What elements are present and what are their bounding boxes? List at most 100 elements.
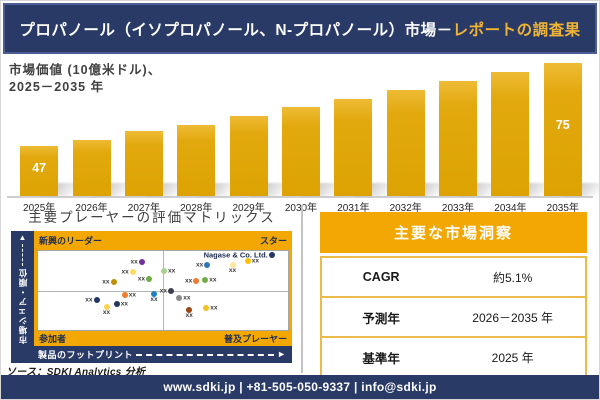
- x-axis-labels: 2025年 2026年 2027年 2028年 2029年 2030年 2031年 2032年…: [13, 199, 589, 214]
- year-label: 2033年: [441, 203, 475, 214]
- year-label: 2029年: [232, 203, 265, 214]
- scatter-dot-label: xx: [209, 276, 217, 284]
- scatter-dot: xx: [121, 292, 136, 299]
- scatter-dot: xx: [229, 261, 236, 274]
- row-value: 2025 年: [491, 350, 534, 365]
- bar-column: [380, 59, 454, 196]
- scatter-dot-label: xx: [120, 300, 128, 308]
- row-value: 2026－2035 年: [472, 310, 554, 325]
- quadrant-label-top-right: スター: [259, 236, 287, 246]
- scatter-dot-label: xx: [210, 304, 218, 312]
- year-label: 2027年: [127, 203, 161, 214]
- year-label: 2028年: [180, 203, 213, 214]
- scatter-dot: xx: [85, 297, 100, 304]
- page-title-accent: レポートの調査果: [452, 21, 581, 39]
- bar-value-label: 75: [555, 118, 570, 132]
- scatter-dot-label: xx: [168, 267, 176, 275]
- footer-bar: www.sdki.jp | +81-505-050-9337 | info@sd…: [1, 375, 599, 399]
- quadrant-label-top-left: 新興のリーダー: [39, 236, 103, 246]
- matrix-y-axis: ▲ 市場シェア・順位: [11, 231, 34, 363]
- scatter-dot-label: xx: [183, 294, 191, 302]
- bar-column: 47: [13, 59, 87, 196]
- bar-column: [222, 59, 297, 196]
- bar-2026年: [72, 140, 140, 196]
- scatter-dot: xx: [244, 257, 259, 264]
- scatter-dot-label: xx: [85, 296, 93, 304]
- year-label: 2026年: [75, 203, 108, 214]
- scatter-dot-label: xx: [102, 308, 111, 316]
- bar-value-label: 47: [32, 161, 47, 175]
- chart-subtitle-line1: 市場価値 (10億米ドル)、: [9, 63, 162, 77]
- matrix-x-axis: 製品のフットプリント ►: [11, 346, 292, 363]
- scatter-dot: xx: [185, 277, 200, 284]
- scatter-dot: xx: [138, 275, 152, 282]
- year-label: 2030年: [275, 199, 327, 214]
- scatter-dot-label: xx: [137, 275, 145, 283]
- year-label: 2025年: [23, 203, 56, 214]
- bar-2034年: [491, 72, 559, 196]
- year-label: 2032年: [389, 203, 422, 214]
- insights-table: CAGR 約5.1% 予測年 2026－2035 年基準年 2025 年: [320, 256, 587, 378]
- table-row: CAGR 約5.1%: [322, 258, 585, 296]
- insights-header: 主要な市場洞察: [320, 212, 587, 253]
- source-note: ソース：SDKI Analytics 分析: [6, 367, 146, 378]
- row-label: CAGR: [362, 270, 400, 284]
- scatter-dot: xx: [161, 268, 175, 275]
- matrix-body: 新興のリーダー スター xx xx xx xx Nagase & Co. Ltd. xx x…: [34, 231, 292, 346]
- bar-column: [118, 59, 192, 196]
- bar-column: [432, 59, 506, 196]
- scatter-dot-label: xx: [185, 311, 193, 319]
- page-title: プロパノール（イソプロパノール、N-プロパノール）市場－レポートの調査果: [19, 18, 580, 40]
- page-title-main: プロパノール（イソプロパノール、N-プロパノール）市場－: [19, 21, 453, 39]
- scatter-dot-label: xx: [185, 277, 193, 285]
- y-axis-dashed-line: [22, 244, 23, 266]
- scatter-dot-label: xx: [159, 287, 167, 295]
- scatter-dot: xx: [102, 278, 117, 285]
- quadrant-label-bottom-right: 普及プレーヤー: [223, 334, 287, 344]
- scatter-dot: xx: [186, 306, 193, 319]
- footer-contact: www.sdki.jp | +81-505-050-9337 | info@sd…: [163, 380, 437, 394]
- bar-chart: 47 75: [13, 59, 599, 196]
- bar-shadow: [564, 183, 599, 196]
- scatter-dot: xx: [131, 258, 145, 265]
- bar-column: [170, 59, 245, 196]
- table-row: 基準年 2025 年: [322, 336, 585, 376]
- bar-column: [65, 59, 140, 196]
- bar-column: 75: [537, 59, 599, 196]
- scatter-dot-label: xx: [130, 258, 138, 266]
- bar-2028年: [177, 125, 245, 196]
- scatter-dot: xx: [103, 303, 110, 316]
- right-arrow-icon: ►: [277, 349, 286, 359]
- header-banner: プロパノール（イソプロパノール、N-プロパノール）市場－レポートの調査果: [3, 3, 597, 54]
- scatter-dot: xx: [122, 269, 136, 276]
- scatter-dot: xx: [160, 288, 174, 295]
- bar-2033年: [439, 81, 506, 196]
- scatter-dot-nagase: Nagase & Co. Ltd.: [204, 250, 275, 259]
- row-value: 約5.1%: [492, 270, 533, 285]
- bar-2027年: [124, 131, 192, 196]
- scatter-dot: xx: [196, 261, 211, 268]
- row-label: 予測年: [362, 311, 400, 326]
- scatter-dot-label: xx: [150, 296, 158, 304]
- scatter-dot: xx: [113, 301, 128, 308]
- chart-subtitle: 市場価値 (10億米ドル)、 2025－2035 年: [9, 62, 161, 96]
- scatter-dot: xx: [176, 295, 190, 302]
- matrix-bottom-band: 参加者 普及プレーヤー: [34, 331, 292, 346]
- up-arrow-icon: ▲: [18, 233, 27, 242]
- bar-column: [275, 59, 349, 196]
- scatter-dot: xx: [150, 291, 158, 303]
- scatter-dot: xx: [202, 276, 216, 283]
- bar-2031年: [334, 99, 402, 196]
- scatter-dot-label: xx: [228, 266, 237, 274]
- y-axis-label: 市場シェア・順位: [17, 268, 28, 344]
- bar-2025年: 47: [20, 146, 87, 196]
- chart-subtitle-line2: 2025－2035 年: [9, 79, 105, 94]
- table-row: 予測年 2026－2035 年: [322, 296, 585, 336]
- row-label: 基準年: [362, 351, 400, 366]
- scatter-dot-label: xx: [121, 268, 129, 276]
- scatter-dot-label: xx: [128, 291, 136, 299]
- player-evaluation-matrix: ▲ 市場シェア・順位 新興のリーダー スター xx xx xx xx Nagase & …: [11, 231, 292, 363]
- scatter-dot-label: xx: [102, 278, 110, 286]
- matrix-title: 主要プレーヤーの評価マトリックス: [28, 210, 276, 225]
- matrix-top-band: 新興のリーダー スター: [34, 231, 292, 250]
